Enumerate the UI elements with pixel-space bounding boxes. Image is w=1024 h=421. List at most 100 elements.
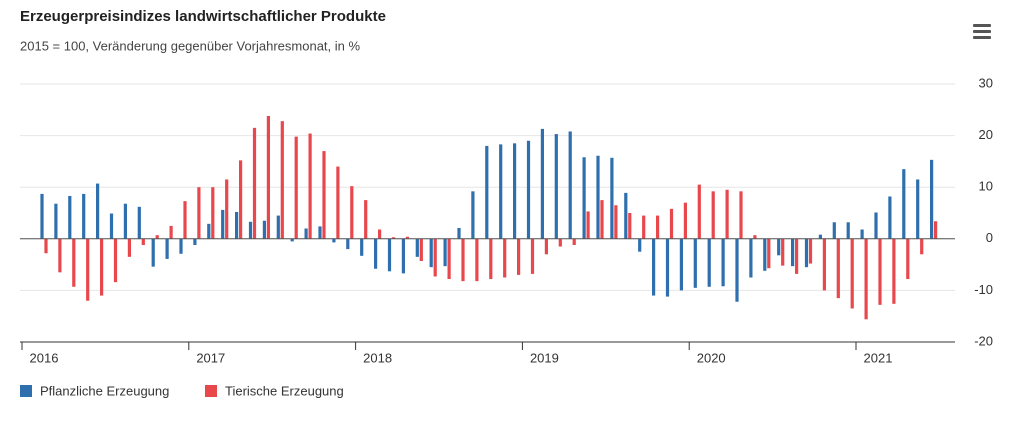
bar (266, 115, 270, 239)
x-tick-label: 2021 (864, 350, 893, 365)
bar (165, 238, 169, 259)
bar (920, 238, 924, 255)
bar (586, 211, 590, 239)
bar (669, 208, 674, 239)
bar (874, 212, 878, 239)
menu-bar (973, 24, 991, 27)
bar (239, 160, 243, 239)
bar (169, 225, 173, 239)
bar (558, 238, 562, 247)
bar (517, 238, 521, 275)
bar (155, 235, 159, 239)
bar (471, 191, 475, 239)
bar (846, 222, 850, 239)
bar (332, 238, 336, 243)
legend-swatch (20, 385, 32, 397)
bar (638, 238, 642, 252)
bar (443, 238, 447, 267)
bar (600, 200, 604, 239)
bar (850, 238, 854, 309)
bar (364, 200, 368, 239)
bar (916, 179, 920, 239)
bar (503, 238, 507, 278)
x-tick-label: 2016 (30, 350, 59, 365)
bar (151, 238, 155, 267)
bar (461, 238, 465, 282)
bar (197, 187, 201, 239)
bar (739, 191, 743, 239)
bar (109, 213, 114, 239)
bar (725, 189, 729, 239)
bar (429, 238, 433, 268)
x-tick-label: 2017 (196, 350, 225, 365)
x-tick-label: 2019 (530, 350, 559, 365)
bar (596, 155, 600, 239)
bar (642, 215, 646, 239)
x-tick-label: 2020 (697, 350, 726, 365)
bar (248, 221, 253, 239)
bar (179, 238, 183, 254)
bar (652, 238, 656, 296)
legend-swatch (205, 385, 217, 397)
bar (568, 131, 572, 239)
bar (54, 203, 58, 239)
y-tick-label: -10 (974, 282, 993, 297)
bar (68, 195, 72, 239)
bar (934, 221, 938, 239)
bar (304, 228, 308, 239)
bar (207, 223, 211, 239)
bar (610, 157, 614, 239)
bar (544, 238, 548, 255)
bar (374, 238, 378, 269)
bar (665, 238, 670, 297)
bar (40, 193, 44, 239)
bar (711, 191, 715, 239)
bar (346, 238, 350, 250)
bar (540, 128, 544, 239)
bar (276, 215, 280, 239)
bar (485, 145, 489, 239)
bar (822, 238, 826, 291)
bar (864, 238, 868, 320)
bar (100, 238, 104, 296)
bar (475, 238, 479, 282)
bar (82, 193, 86, 239)
bar (294, 136, 298, 239)
bar (572, 238, 576, 245)
bar (137, 206, 141, 239)
menu-button[interactable] (973, 24, 991, 39)
y-tick-label: -20 (974, 333, 993, 348)
bar (235, 211, 239, 239)
bar (308, 133, 312, 239)
bar (360, 238, 364, 256)
bar (526, 140, 531, 239)
bar (72, 238, 76, 287)
bar (221, 209, 225, 239)
y-tick-label: 0 (986, 230, 993, 245)
bar (878, 238, 882, 305)
bar (44, 238, 48, 254)
bar (892, 238, 896, 304)
bar (781, 238, 785, 266)
bar (290, 238, 294, 242)
bar (808, 238, 813, 264)
bar (447, 238, 451, 280)
bar (405, 236, 409, 239)
bar (749, 238, 753, 278)
bar (350, 186, 354, 239)
bar (322, 151, 326, 239)
bar (624, 192, 628, 239)
bar (735, 238, 739, 302)
bar (96, 183, 100, 239)
bar (767, 238, 771, 269)
menu-bar (973, 36, 991, 39)
bar (707, 238, 711, 287)
bar (697, 184, 701, 239)
bar (888, 196, 892, 239)
bar (123, 203, 127, 239)
bar (906, 238, 910, 280)
bar (721, 238, 725, 287)
bar (387, 238, 392, 272)
y-tick-label: 20 (979, 127, 993, 142)
bar (225, 179, 229, 239)
